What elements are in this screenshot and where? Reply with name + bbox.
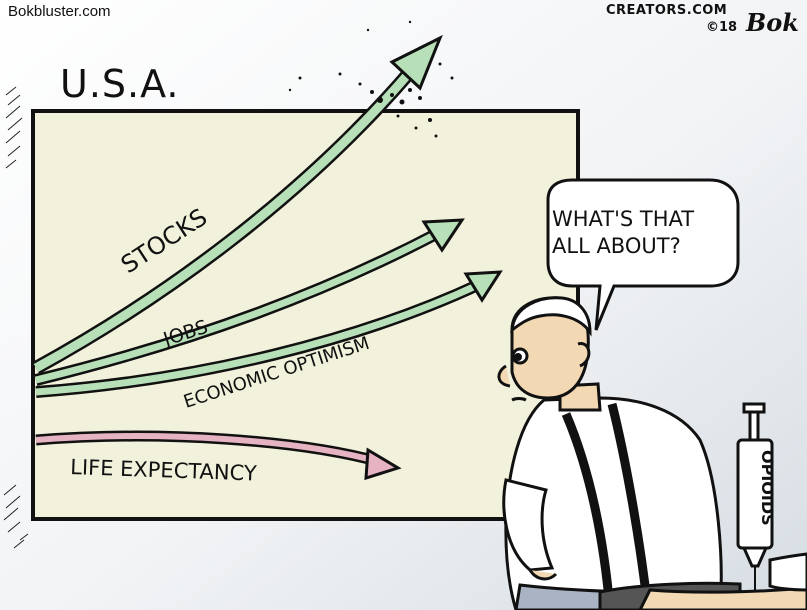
syringe-label: OPIOIDS bbox=[758, 450, 777, 526]
jobs-arrow bbox=[34, 218, 465, 386]
optimism-arrow bbox=[35, 270, 503, 398]
table-and-arm bbox=[598, 552, 807, 610]
broken-board-debris bbox=[288, 20, 454, 138]
syringe bbox=[736, 402, 774, 600]
chart-title: U.S.A. bbox=[60, 62, 180, 106]
site-watermark: Bokbluster.com bbox=[8, 3, 111, 20]
speech-bubble bbox=[546, 178, 740, 331]
stocks-arrow bbox=[32, 34, 443, 375]
speech-line-1: WHAT'S THAT bbox=[552, 207, 695, 231]
creators-credit: CREATORS.COM bbox=[606, 3, 728, 18]
life-expectancy-arrow bbox=[35, 430, 402, 481]
copyright-year: ©18 bbox=[706, 20, 738, 35]
man-figure bbox=[497, 296, 723, 610]
speech-line-2: ALL ABOUT? bbox=[552, 234, 681, 258]
hatching bbox=[3, 86, 29, 549]
artist-signature: Bok bbox=[746, 8, 799, 37]
speech-text: WHAT'S THAT ALL ABOUT? bbox=[552, 206, 742, 260]
